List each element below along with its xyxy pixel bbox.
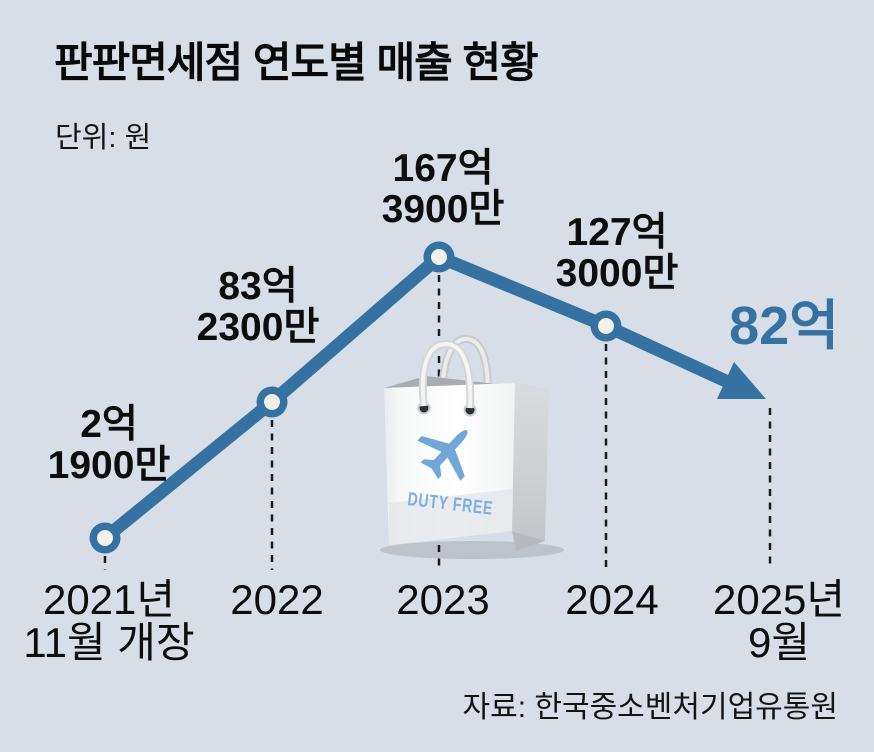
bag-bottom-fold — [512, 531, 545, 551]
value-label-line: 3900만 — [381, 188, 505, 231]
value-label-line: 1900만 — [47, 444, 171, 487]
value-label-line: 127억 — [566, 211, 668, 254]
axis-label-line: 2025년 — [712, 576, 846, 623]
axis-label-2024: 2024 — [565, 578, 658, 621]
axis-label-line: 2024 — [565, 576, 659, 623]
trend-arrowhead-icon — [717, 362, 766, 399]
data-point-2023 — [423, 241, 455, 273]
bag-side-panel — [512, 383, 549, 541]
bag-front-handle-highlight — [420, 341, 473, 409]
axis-label-line: 2022 — [230, 576, 324, 623]
value-label-line: 82억 — [729, 296, 839, 356]
bag-back-handle-highlight — [440, 337, 490, 403]
data-point-2024 — [590, 310, 622, 342]
value-label-line: 167억 — [392, 147, 494, 190]
axis-label-line: 2023 — [396, 576, 490, 623]
value-label-line: 2300만 — [196, 306, 320, 349]
data-point-core — [264, 394, 280, 410]
axis-label-line: 11월 개장 — [23, 619, 195, 666]
duty-free-bag-illustration: DUTY FREE — [380, 335, 564, 559]
bag-bottom-band — [389, 489, 512, 545]
axis-label-2022: 2022 — [230, 578, 323, 621]
value-label-2022: 83억 2300만 — [197, 266, 320, 348]
axis-label-line: 9월 — [747, 619, 810, 666]
value-label-line: 83억 — [218, 265, 298, 308]
data-point-2022 — [256, 386, 288, 418]
value-label-2025-highlight: 82억 — [729, 299, 839, 353]
unit-label: 단위: 원 — [55, 122, 152, 154]
data-point-core — [97, 530, 113, 546]
data-point-core — [598, 318, 614, 334]
value-label-2021: 2억 1900만 — [48, 404, 171, 486]
airplane-icon — [417, 430, 468, 481]
source-credit: 자료: 한국중소벤처기업유통원 — [462, 691, 838, 724]
value-label-line: 3000만 — [555, 252, 679, 295]
value-label-line: 2억 — [80, 403, 138, 446]
axis-label-2023: 2023 — [396, 578, 489, 621]
axis-label-line: 2021년 — [42, 576, 176, 623]
value-label-2023: 167억 3900만 — [382, 148, 505, 230]
chart-title: 판판면세점 연도별 매출 현황 — [54, 39, 539, 86]
axis-label-2025: 2025년 9월 — [713, 578, 845, 664]
data-point-core — [431, 249, 447, 265]
axis-label-2021: 2021년 11월 개장 — [23, 578, 194, 664]
value-label-2024: 127억 3000만 — [556, 212, 679, 294]
data-point-2021 — [89, 522, 121, 554]
